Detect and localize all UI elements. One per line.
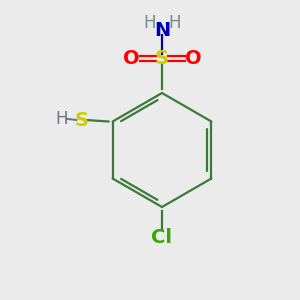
- Text: H: H: [168, 14, 181, 32]
- Text: O: O: [123, 49, 140, 68]
- Text: S: S: [155, 49, 169, 68]
- Text: N: N: [154, 20, 170, 40]
- Text: H: H: [55, 110, 68, 128]
- Text: O: O: [184, 49, 201, 68]
- Text: Cl: Cl: [152, 228, 172, 248]
- Text: S: S: [74, 110, 88, 130]
- Text: H: H: [143, 14, 156, 32]
